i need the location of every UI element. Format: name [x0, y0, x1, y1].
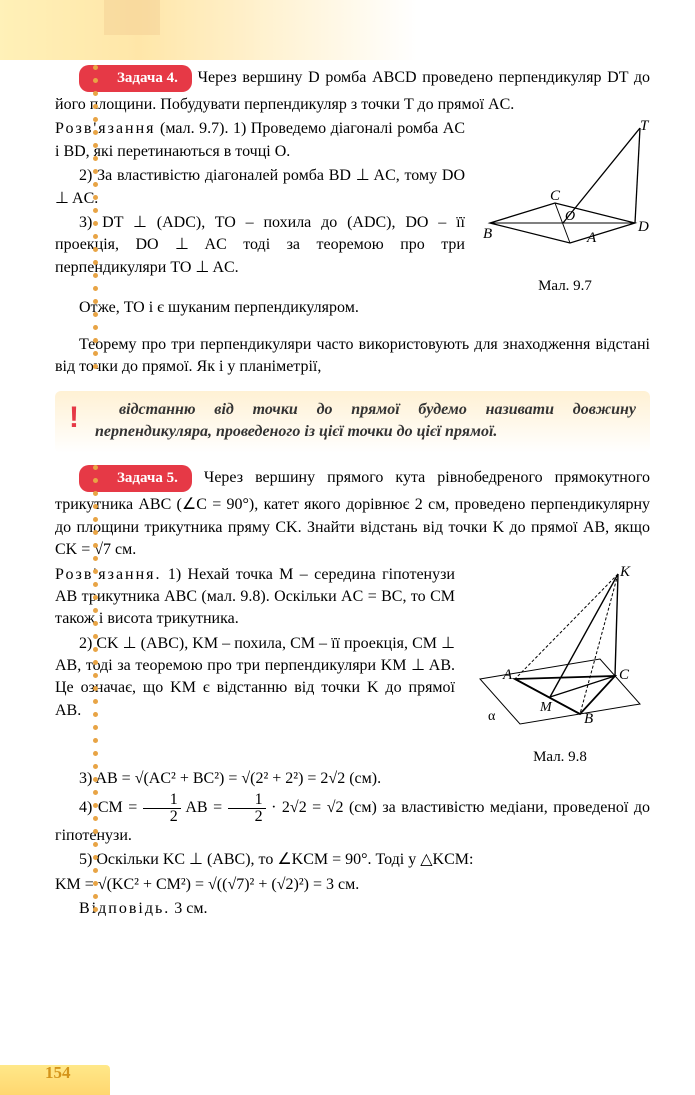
label-D: D — [637, 219, 649, 235]
solution-header: Розв'язання — [55, 120, 156, 137]
task5-p4: 4) CM = 12 AB = 12 · 2√2 = √2 (см) за вл… — [55, 792, 650, 847]
answer-value: 3 см. — [170, 900, 207, 917]
solution-header-5: Розв'язання. — [55, 566, 162, 583]
rule-text: відстанню від точки до прямої будемо наз… — [95, 399, 636, 444]
svg-text:C: C — [619, 667, 630, 683]
label-C: C — [550, 188, 561, 204]
task5-intro: Задача 5. Через вершину прямого кута рів… — [55, 465, 650, 561]
task4-intro: Задача 4. Через вершину D ромба ABCD про… — [55, 65, 650, 116]
label-B: B — [483, 226, 492, 242]
svg-text:A: A — [502, 667, 513, 683]
task5-p3: 3) AB = √(AC² + BC²) = √(2² + 2²) = 2√2 … — [55, 768, 650, 790]
task4-p3: 3) DT ⊥ (ADC), TO – похила до (ADC), DO … — [55, 212, 465, 279]
figure-9-7: T C D B A O Мал. 9.7 — [480, 118, 650, 297]
task5-p1: Розв'язання. 1) Нехай точка M – середина… — [55, 564, 455, 631]
svg-text:B: B — [584, 711, 593, 727]
task5-p5: 5) Оскільки KC ⊥ (ABC), то ∠KCM = 90°. Т… — [55, 849, 650, 871]
exclamation-icon: ! — [69, 397, 79, 439]
figure-9-8: K A C M B α Мал. 9.8 — [470, 564, 650, 768]
task-5: Задача 5. Через вершину прямого кута рів… — [55, 465, 650, 920]
rule-box: ! відстанню від точки до прямої будемо н… — [55, 391, 650, 454]
task5-p6: KM = √(KC² + CM²) = √((√7)² + (√2)²) = 3… — [55, 874, 650, 896]
task4-p2: 2) За властивістю діагоналей ромба BD ⊥ … — [55, 165, 465, 210]
margin-dots — [93, 65, 99, 320]
task4-p1: Розв'язання (мал. 9.7). 1) Проведемо діа… — [55, 118, 465, 163]
task-4: Задача 4. Через вершину D ромба ABCD про… — [55, 65, 650, 320]
svg-text:K: K — [619, 564, 631, 580]
task5-answer: Відповідь. 3 см. — [55, 898, 650, 920]
label-T: T — [640, 118, 650, 134]
svg-text:M: M — [539, 700, 553, 715]
task4-p4: Отже, TO і є шуканим перпендикуляром. — [55, 297, 650, 319]
task5-p2: 2) CK ⊥ (ABC), KM – похила, CM – її прое… — [55, 633, 455, 723]
label-A: A — [586, 230, 597, 246]
page-number: 154 — [45, 1061, 71, 1085]
label-O: O — [565, 209, 575, 224]
fig98-caption: Мал. 9.8 — [470, 747, 650, 768]
svg-text:α: α — [488, 709, 496, 724]
margin-dots-2 — [93, 465, 99, 920]
fig97-caption: Мал. 9.7 — [480, 276, 650, 297]
theorem-note: Теорему про три перпендикуляри часто вик… — [55, 334, 650, 379]
